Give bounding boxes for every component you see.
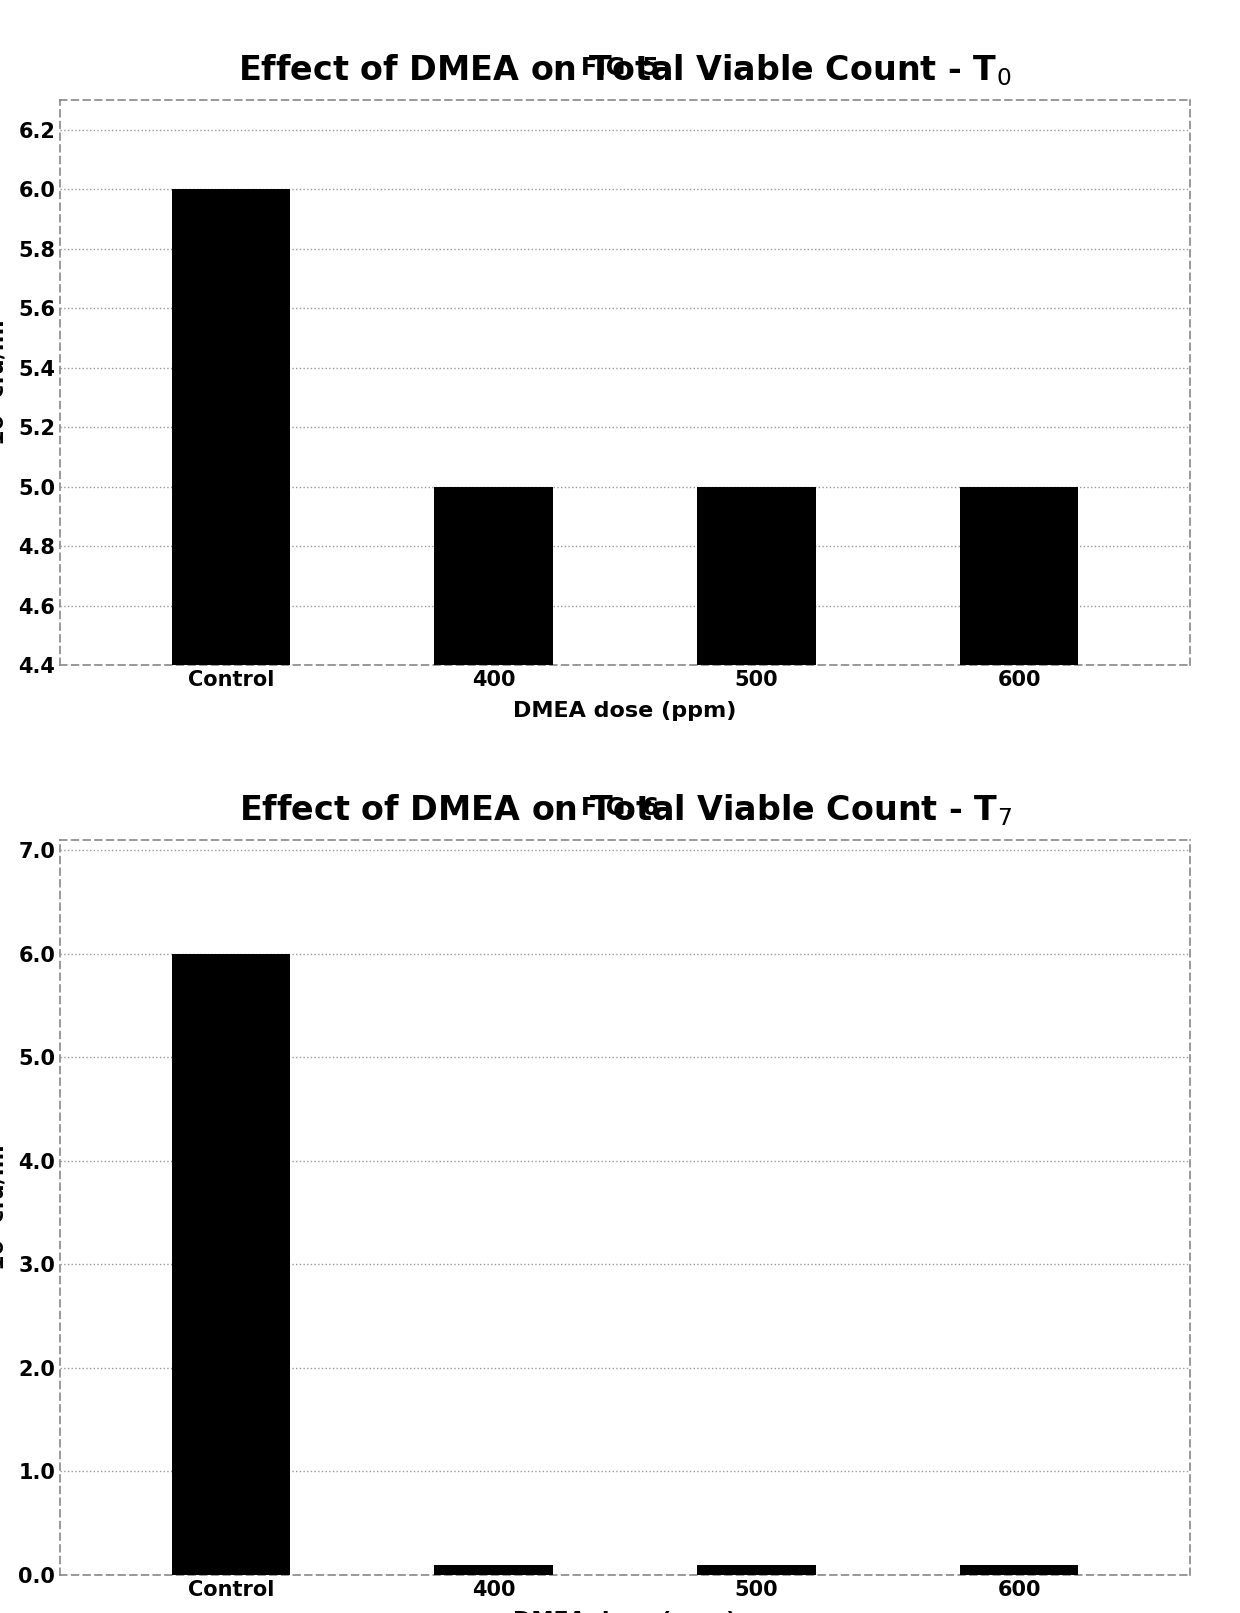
Y-axis label: 10ˣ cfu/ml: 10ˣ cfu/ml [0, 1145, 7, 1271]
X-axis label: DMEA dose (ppm): DMEA dose (ppm) [513, 1611, 737, 1613]
Bar [960, 487, 1079, 665]
Bar [434, 1565, 553, 1574]
X-axis label: DMEA dose (ppm): DMEA dose (ppm) [513, 702, 737, 721]
Bar [171, 189, 290, 665]
Bar [171, 953, 290, 1574]
Bar [960, 1565, 1079, 1574]
Text: FIG. 6: FIG. 6 [582, 795, 658, 819]
Text: FIG. 5: FIG. 5 [582, 56, 658, 81]
Title: Effect of DMEA on Total Viable Count - T$_{0}$: Effect of DMEA on Total Viable Count - T… [238, 53, 1012, 89]
Y-axis label: 10ˣ cfu/ml: 10ˣ cfu/ml [0, 319, 7, 445]
Bar [697, 1565, 816, 1574]
Bar [434, 487, 553, 665]
Title: Effect of DMEA on Total Viable Count - T$_{7}$: Effect of DMEA on Total Viable Count - T… [238, 792, 1012, 827]
Bar [697, 487, 816, 665]
